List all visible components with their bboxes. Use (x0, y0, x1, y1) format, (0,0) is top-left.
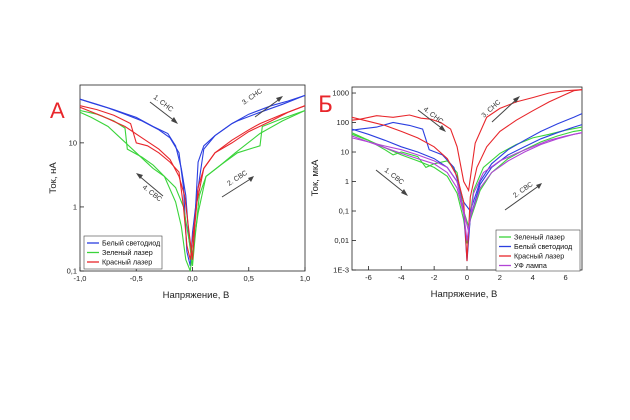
x-tick-label: 6 (563, 273, 567, 282)
series-line (79, 94, 306, 267)
arrowhead-icon (439, 125, 446, 132)
x-tick-label: 0,0 (187, 274, 197, 283)
y-tick-label: 10 (341, 148, 349, 157)
y-tick-label: 1 (73, 202, 77, 211)
y-tick-label: 1 (345, 177, 349, 186)
x-tick-label: -2 (431, 273, 438, 282)
arrow-icon (375, 169, 407, 195)
legend-entry: Красный лазер (102, 258, 152, 267)
arrow-icon (149, 101, 177, 123)
series-line (351, 113, 583, 213)
arrowhead-icon (276, 96, 283, 102)
y-tick-label: 1E-3 (333, 266, 349, 275)
y-tick-label: 100 (336, 118, 349, 127)
annotation-3: 3. СНС (241, 88, 264, 107)
arrow-icon (417, 109, 445, 131)
series-line (351, 89, 583, 193)
series-line (351, 132, 583, 241)
axes-a: 0,1 1 10 -1,0 -0,5 0,0 0,5 1,0 (67, 138, 311, 283)
x-tick-label: -0,5 (130, 274, 143, 283)
y-tick-label: 1000 (332, 89, 349, 98)
legend-entry: Белый светодиод (102, 239, 161, 248)
panel-label-a: А (50, 98, 65, 123)
series-line (351, 132, 583, 232)
arrowhead-icon (536, 183, 542, 189)
arrow-annotations-a: 1. СНС 3. СНС 4. СВС 2. СВС (136, 88, 283, 203)
panel-label-b: Б (318, 93, 333, 118)
x-tick-label: 4 (531, 273, 535, 282)
y-axis-label-b: Ток, мкА (310, 159, 321, 196)
series-line (79, 105, 306, 260)
series-lines-b (351, 89, 583, 262)
arrowhead-icon (401, 189, 408, 196)
legend-entry: Красный лазер (514, 252, 564, 261)
y-tick-label: 0,1 (67, 267, 77, 276)
y-tick-label: 0,01 (334, 236, 349, 245)
axes-b: 1E-3 0,01 0,1 1 10 100 1000 -6 -4 -2 0 2 4 6 (332, 89, 567, 282)
y-tick-label: 10 (69, 138, 77, 147)
series-line (351, 129, 583, 244)
x-tick-label: -1,0 (74, 274, 87, 283)
x-tick-label: 1,0 (300, 274, 310, 283)
x-tick-label: -6 (365, 273, 372, 282)
x-axis-label-b: Напряжение, В (431, 289, 498, 300)
x-tick-label: 0 (465, 273, 469, 282)
arrow-icon (137, 174, 164, 197)
x-axis-label-a: Напряжение, В (163, 290, 230, 301)
legend-entry: УФ лампа (514, 261, 547, 270)
arrowhead-icon (248, 176, 254, 182)
arrow-icon (221, 177, 253, 198)
series-line (79, 105, 306, 260)
legend-entry: Зеленый лазер (102, 248, 153, 257)
arrow-icon (254, 97, 282, 118)
annotation-2: 2. СВС (226, 170, 249, 188)
x-tick-label: 0,5 (244, 274, 254, 283)
annotation-1-b: 1. СВС (383, 167, 405, 186)
arrow-icon (491, 97, 519, 123)
legend-entry: Зеленый лазер (514, 233, 565, 242)
x-tick-label: 2 (498, 273, 502, 282)
chart-panel-b: Б 1E-3 0,01 0,1 1 10 100 1000 -6 -4 -2 0 2 4 6 Напряж… (310, 86, 583, 300)
series-lines-a (79, 94, 306, 272)
annotation-1: 1. СНС (152, 94, 174, 114)
y-tick-label: 0,1 (339, 207, 349, 216)
legend-entry: Белый светодиод (514, 242, 573, 251)
y-axis-label-a: Ток, нА (48, 162, 59, 194)
arrow-icon (504, 184, 541, 211)
arrowhead-icon (513, 96, 520, 103)
x-tick-label: -4 (398, 273, 405, 282)
arrowhead-icon (136, 173, 143, 179)
series-line (79, 109, 306, 272)
arrowhead-icon (171, 117, 178, 124)
